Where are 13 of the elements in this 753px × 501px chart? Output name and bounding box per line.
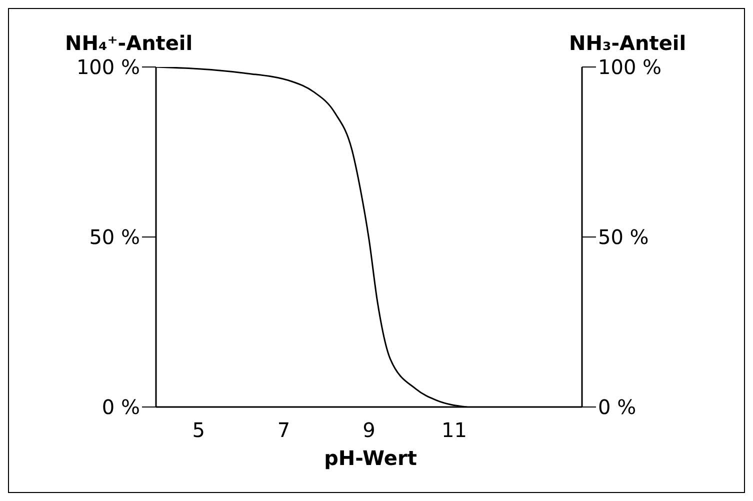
y-tick-label: 50 % <box>89 225 140 250</box>
x-tick-label: 7 <box>277 418 290 442</box>
x-tick-label: 5 <box>192 418 205 442</box>
y-tick-label: 0 % <box>102 395 140 420</box>
x-tick-label: 9 <box>362 418 376 442</box>
x-tick-label: 11 <box>441 418 467 442</box>
y2-tick-label: 0 % <box>598 395 636 420</box>
y2-tick-label: 100 % <box>598 55 662 80</box>
y2-tick-label: 50 % <box>598 225 649 250</box>
y-tick-label: 100 % <box>76 55 140 80</box>
y2-axis-title: NH₃-Anteil <box>569 31 686 55</box>
x-axis-title: pH-Wert <box>323 446 418 470</box>
y-axis-title: NH₄⁺-Anteil <box>65 31 193 55</box>
